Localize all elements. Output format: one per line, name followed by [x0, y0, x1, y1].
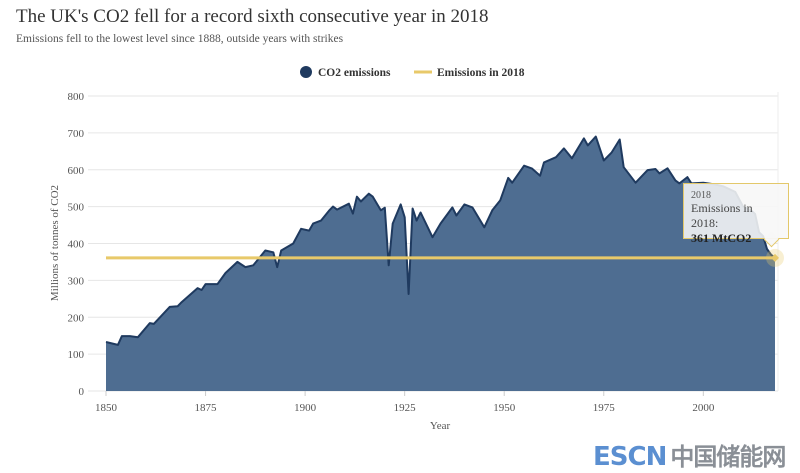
tooltip-value: 361 MtCO2	[691, 231, 752, 245]
x-axis-label: Year	[430, 420, 451, 432]
y-tick-label: 600	[68, 165, 85, 177]
tooltip: 2018 Emissions in 2018: 361 MtCO2	[683, 183, 789, 245]
y-tick-label: 700	[68, 128, 85, 140]
y-tick-label: 800	[68, 91, 85, 103]
y-tick-label: 0	[79, 386, 85, 398]
co2-emissions-area[interactable]	[106, 136, 775, 391]
y-tick-label: 200	[68, 312, 85, 324]
legend-label-2018: Emissions in 2018	[437, 67, 525, 79]
chart-title: The UK's CO2 fell for a record sixth con…	[16, 6, 489, 27]
watermark-chinese: 中国储能网	[670, 443, 786, 471]
chart-subtitle: Emissions fell to the lowest level since…	[16, 33, 344, 45]
x-tick-label: 2000	[692, 402, 715, 414]
y-axis-label: Millions of tonnes of CO2	[49, 185, 61, 301]
x-tick-label: 1925	[394, 402, 417, 414]
co2-emissions-line[interactable]	[105, 135, 776, 346]
x-tick-label: 1875	[195, 402, 218, 414]
legend-item-co2-emissions[interactable]: CO2 emissions	[300, 66, 391, 79]
y-tick-label: 400	[68, 239, 85, 251]
watermark-latin: ESCN	[593, 442, 667, 472]
tooltip-label: Emissions in 2018:	[691, 201, 753, 230]
x-tick-label: 1850	[95, 402, 118, 414]
y-tick-label: 300	[68, 275, 85, 287]
legend-label-co2: CO2 emissions	[318, 67, 391, 79]
y-tick-label: 100	[68, 349, 85, 361]
tooltip-year: 2018	[691, 190, 711, 201]
legend: CO2 emissions Emissions in 2018	[300, 66, 525, 79]
y-tick-label: 500	[68, 202, 85, 214]
legend-marker-co2	[300, 66, 312, 78]
watermark-logo: ESCN 中国储能网	[593, 437, 786, 472]
x-tick-label: 1950	[493, 402, 516, 414]
legend-item-emissions-2018[interactable]: Emissions in 2018	[414, 67, 525, 79]
hover-point-marker[interactable]	[771, 253, 779, 262]
x-tick-label: 1900	[294, 402, 317, 414]
x-tick-label: 1975	[593, 402, 616, 414]
